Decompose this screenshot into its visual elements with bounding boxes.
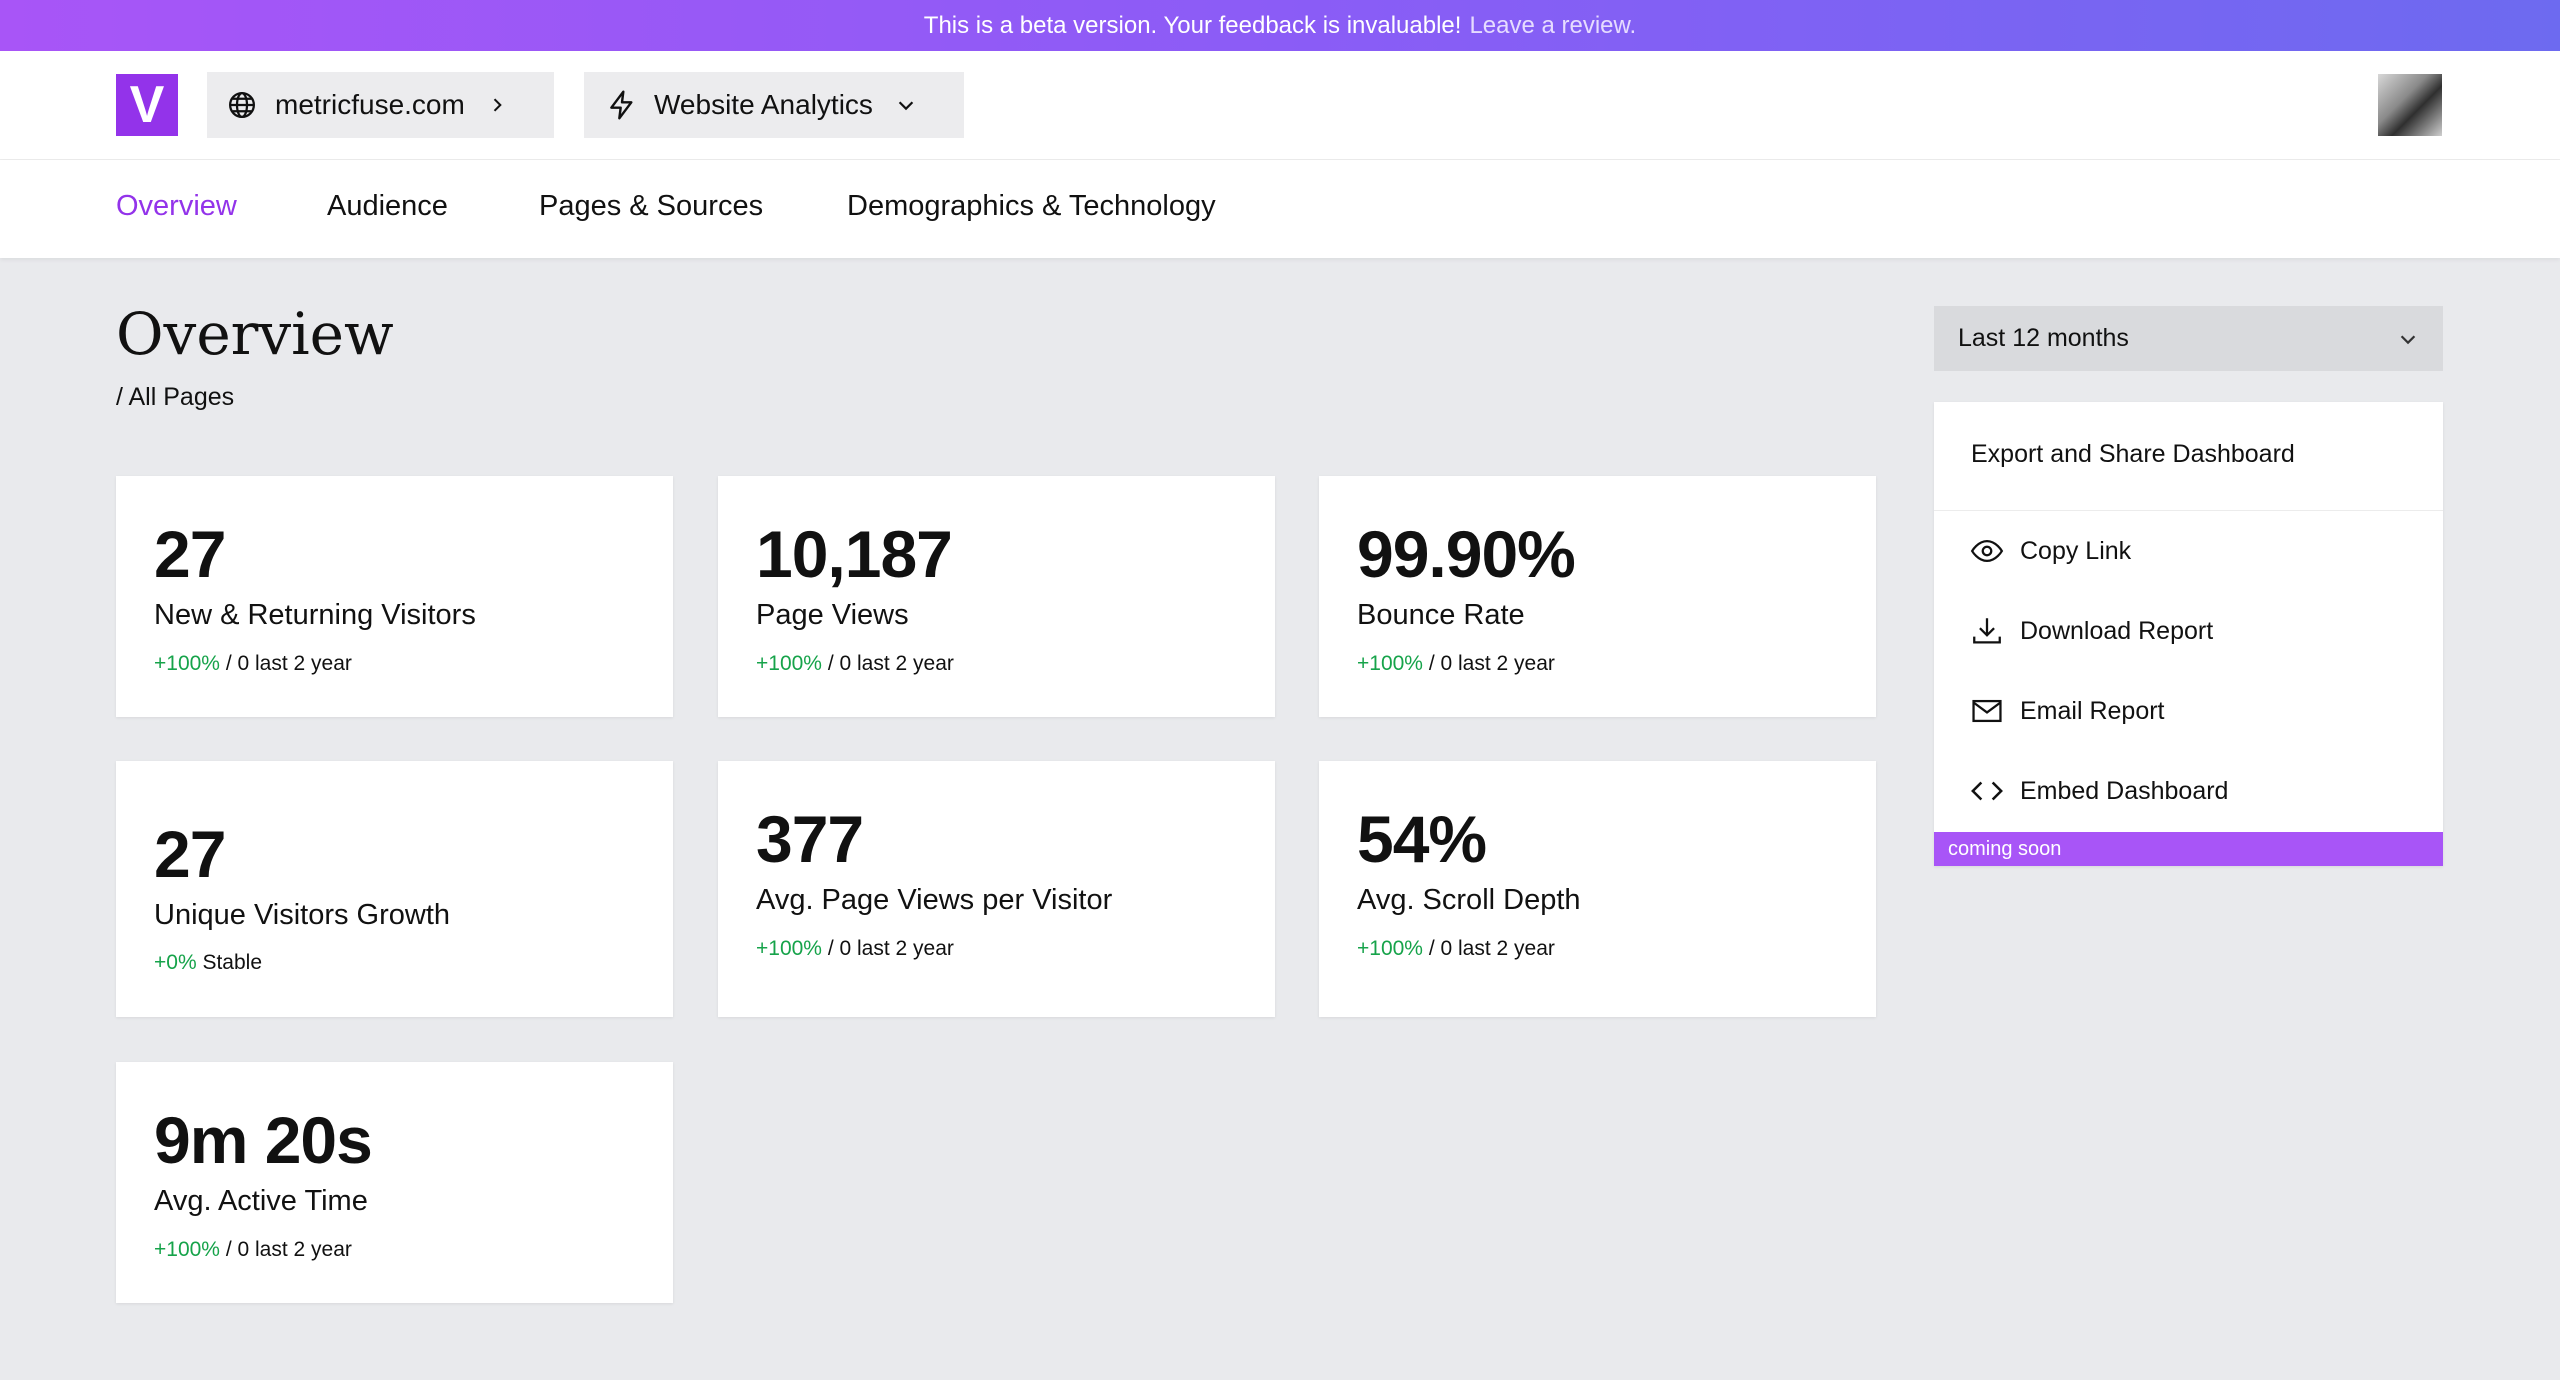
copy-link-label: Copy Link: [2020, 536, 2132, 565]
metric-label: Avg. Page Views per Visitor: [756, 884, 1113, 916]
metric-value: 9m 20s: [154, 1103, 373, 1177]
metric-change-percent: +0%: [154, 951, 197, 974]
code-icon: [1970, 774, 2004, 808]
tab-pages-sources[interactable]: Pages & Sources: [539, 190, 764, 222]
user-avatar[interactable]: [2378, 74, 2442, 136]
export-share-title: Export and Share Dashboard: [1971, 440, 2295, 468]
metric-label: Unique Visitors Growth: [154, 899, 451, 931]
metric-label: Avg. Active Time: [154, 1185, 368, 1217]
metric-change-percent: +100%: [1357, 937, 1423, 960]
product-selector[interactable]: Website Analytics: [584, 72, 964, 138]
metric-label: Bounce Rate: [1357, 599, 1525, 631]
metric-card-unique-visitors-growth: 27 Unique Visitors Growth +0% Stable: [116, 761, 673, 1017]
date-range-select[interactable]: Last 12 months: [1934, 306, 2443, 371]
email-report-label: Email Report: [2020, 696, 2165, 725]
tab-audience[interactable]: Audience: [327, 190, 448, 222]
panel-divider: [1934, 510, 2443, 511]
tab-demographics-technology[interactable]: Demographics & Technology: [847, 190, 1216, 222]
top-header: V metricfuse.com Website Analytics: [0, 51, 2560, 160]
coming-soon-badge: coming soon: [1934, 832, 2443, 866]
metric-change: +100% / 0 last 2 year: [154, 652, 352, 676]
metric-card-page-views: 10,187 Page Views +100% / 0 last 2 year: [718, 476, 1275, 717]
chevron-down-icon: [2397, 328, 2419, 357]
metric-change: +100% / 0 last 2 year: [756, 937, 954, 961]
download-report-button[interactable]: Download Report: [1970, 611, 2213, 651]
metric-change-suffix: / 0 last 2 year: [1422, 652, 1555, 675]
embed-dashboard-label: Embed Dashboard: [2020, 776, 2229, 805]
metric-label: New & Returning Visitors: [154, 599, 476, 631]
metric-card-avg-page-views: 377 Avg. Page Views per Visitor +100% / …: [718, 761, 1275, 1017]
metric-value: 27: [154, 817, 226, 891]
metric-change: +100% / 0 last 2 year: [1357, 937, 1555, 961]
email-report-button[interactable]: Email Report: [1970, 691, 2165, 731]
metric-value: 27: [154, 517, 226, 591]
metric-change: +0% Stable: [154, 951, 262, 975]
metric-value: 54%: [1357, 802, 1487, 876]
embed-dashboard-button[interactable]: Embed Dashboard: [1970, 771, 2228, 811]
metric-change-suffix: / 0 last 2 year: [219, 652, 352, 675]
date-range-value: Last 12 months: [1958, 324, 2129, 352]
metric-change-suffix: / 0 last 2 year: [821, 937, 954, 960]
beta-message: This is a beta version. Your feedback is…: [923, 11, 1462, 39]
metric-change: +100% / 0 last 2 year: [1357, 652, 1555, 676]
metric-value: 10,187: [756, 517, 953, 591]
metric-change-percent: +100%: [756, 652, 822, 675]
metric-card-avg-active-time: 9m 20s Avg. Active Time +100% / 0 last 2…: [116, 1062, 673, 1303]
export-share-panel: Export and Share Dashboard Copy Link Dow…: [1934, 402, 2443, 866]
metric-card-bounce-rate: 99.90% Bounce Rate +100% / 0 last 2 year: [1319, 476, 1876, 717]
lightning-icon: [606, 89, 638, 121]
metric-card-new-returning-visitors: 27 New & Returning Visitors +100% / 0 la…: [116, 476, 673, 717]
chevron-down-icon: [895, 94, 917, 116]
site-name: metricfuse.com: [275, 89, 465, 120]
metric-label: Avg. Scroll Depth: [1357, 884, 1581, 916]
metric-change-percent: +100%: [1357, 652, 1423, 675]
leave-review-link[interactable]: Leave a review.: [1469, 11, 1637, 39]
metric-change-suffix: Stable: [196, 951, 263, 974]
chevron-right-icon: [487, 95, 507, 115]
tab-overview[interactable]: Overview: [116, 190, 237, 222]
metric-change-suffix: / 0 last 2 year: [1422, 937, 1555, 960]
download-icon: [1970, 614, 2004, 648]
metric-change-percent: +100%: [756, 937, 822, 960]
eye-icon: [1970, 534, 2004, 568]
page-title: Overview: [116, 300, 394, 368]
metric-change-percent: +100%: [154, 1238, 220, 1261]
breadcrumb: / All Pages: [116, 383, 235, 411]
beta-banner: This is a beta version. Your feedback is…: [0, 0, 2560, 51]
product-name: Website Analytics: [654, 89, 873, 120]
metric-change-percent: +100%: [154, 652, 220, 675]
metric-value: 377: [756, 802, 864, 876]
copy-link-button[interactable]: Copy Link: [1970, 531, 2131, 571]
globe-icon: [227, 90, 257, 120]
mail-icon: [1970, 694, 2004, 728]
site-selector[interactable]: metricfuse.com: [207, 72, 554, 138]
download-report-label: Download Report: [2020, 616, 2214, 645]
metric-value: 99.90%: [1357, 517, 1576, 591]
metric-label: Page Views: [756, 599, 909, 631]
metric-change-suffix: / 0 last 2 year: [219, 1238, 352, 1261]
metric-change: +100% / 0 last 2 year: [154, 1238, 352, 1262]
metric-change-suffix: / 0 last 2 year: [821, 652, 954, 675]
main-nav: Overview Audience Pages & Sources Demogr…: [0, 160, 2560, 258]
app-logo[interactable]: V: [116, 74, 178, 136]
metric-card-avg-scroll-depth: 54% Avg. Scroll Depth +100% / 0 last 2 y…: [1319, 761, 1876, 1017]
logo-letter: V: [129, 76, 165, 134]
metric-change: +100% / 0 last 2 year: [756, 652, 954, 676]
